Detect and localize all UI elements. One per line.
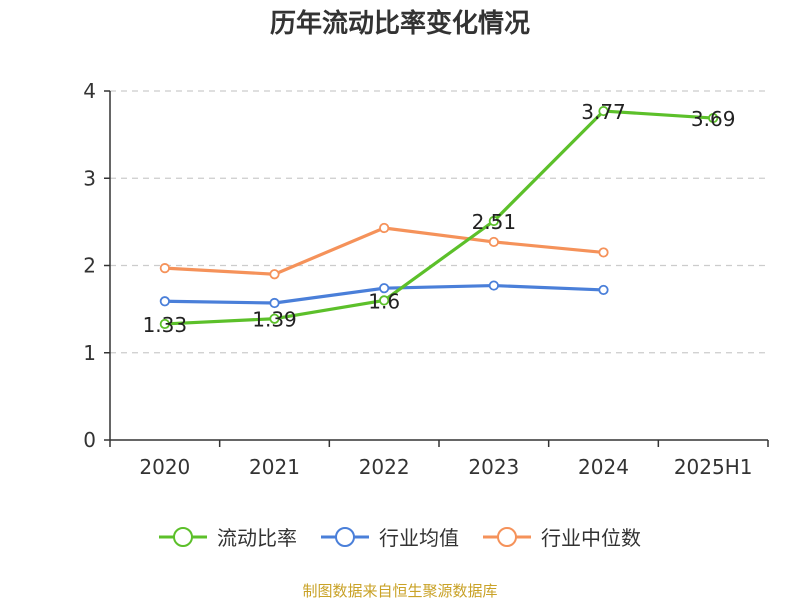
y-tick-label: 3	[83, 166, 96, 190]
x-tick-label-2020: 2020	[139, 455, 190, 479]
legend-swatch-circle	[497, 527, 517, 547]
y-tick-label: 4	[83, 79, 96, 103]
data-point[interactable]	[159, 296, 170, 307]
source-note: 制图数据来自恒生聚源数据库	[302, 582, 497, 600]
data-label: 3.77	[581, 100, 626, 124]
data-point[interactable]	[488, 236, 499, 248]
legend-label: 行业均值	[379, 526, 459, 550]
data-point[interactable]	[159, 318, 170, 330]
data-label: 3.69	[691, 107, 736, 131]
y-tick-label: 2	[83, 254, 96, 278]
legend-item-1[interactable]: 行业均值	[321, 526, 459, 550]
legend-label: 行业中位数	[541, 526, 641, 550]
data-point[interactable]	[488, 215, 499, 227]
x-tick-label-2025H1: 2025H1	[674, 455, 753, 479]
series-line	[163, 226, 606, 276]
grid-lines	[110, 90, 768, 354]
series-2	[159, 222, 609, 280]
x-tick-label-2022: 2022	[359, 455, 410, 479]
legend-label: 流动比率	[217, 526, 297, 550]
y-tick-label: 1	[83, 341, 96, 365]
data-point[interactable]	[598, 247, 609, 258]
x-tick-label-2023: 2023	[468, 455, 519, 479]
data-labels: 1.33 1.39 1.6 2.51 3.77 3.69	[143, 100, 736, 337]
data-point[interactable]	[269, 297, 280, 309]
data-label: 1.39	[252, 308, 297, 332]
legend-swatch-circle	[173, 527, 193, 547]
legend-swatch-circle	[335, 527, 355, 547]
data-point[interactable]	[708, 112, 719, 124]
data-point[interactable]	[379, 295, 390, 306]
data-point[interactable]	[379, 283, 390, 294]
axes: 0 1 2 3 4 2020 2021 2022 2023 2024 2025H1	[83, 79, 769, 479]
data-point[interactable]	[269, 313, 280, 324]
series-lines	[159, 105, 719, 330]
data-point[interactable]	[488, 280, 499, 291]
data-point[interactable]	[269, 269, 280, 280]
data-label: 1.33	[143, 313, 188, 337]
series-1	[159, 280, 609, 309]
series-line	[163, 109, 715, 326]
x-tick-label-2024: 2024	[578, 455, 629, 479]
data-point[interactable]	[598, 284, 609, 296]
y-tick-label: 0	[83, 428, 96, 452]
data-label: 1.6	[368, 289, 400, 313]
data-point[interactable]	[598, 105, 609, 117]
chart-title: 历年流动比率变化情况	[270, 8, 530, 39]
x-tick-label-2021: 2021	[249, 455, 300, 479]
legend-item-0[interactable]: 流动比率	[159, 526, 297, 550]
data-label: 2.51	[472, 210, 517, 234]
legend[interactable]: 流动比率 行业均值 行业中位数	[159, 526, 641, 550]
data-point[interactable]	[159, 263, 170, 274]
series-0	[159, 105, 719, 330]
legend-item-2[interactable]: 行业中位数	[483, 526, 641, 550]
data-point[interactable]	[379, 222, 390, 234]
